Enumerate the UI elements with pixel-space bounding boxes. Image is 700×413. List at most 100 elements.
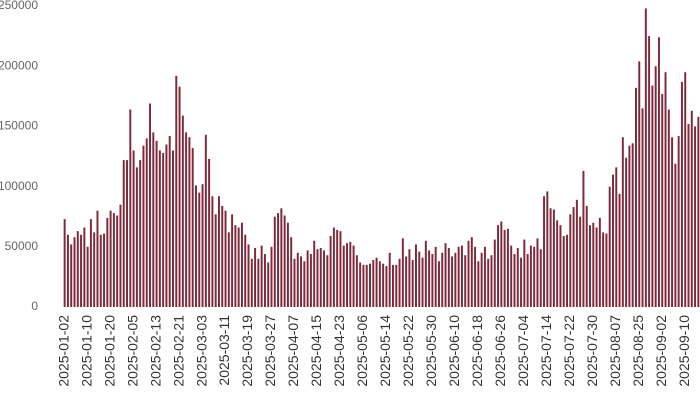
bar [457, 246, 460, 307]
bar [520, 257, 523, 307]
bar [83, 227, 86, 307]
x-tick-label: 2025-09-02 [653, 315, 669, 387]
bar [185, 132, 188, 307]
bar [497, 225, 500, 307]
bar [365, 264, 368, 307]
bar [549, 208, 552, 307]
bar [451, 256, 454, 307]
y-tick-label: 200000 [0, 58, 38, 72]
bar [539, 249, 542, 307]
bar [612, 174, 614, 307]
bar [579, 216, 582, 307]
bar [529, 245, 532, 307]
bar [490, 255, 493, 307]
bar [474, 246, 477, 307]
bar [234, 225, 237, 307]
bar [592, 222, 595, 307]
bar [651, 85, 654, 308]
bar [661, 93, 664, 307]
y-tick-label: 100000 [0, 179, 38, 193]
bar [654, 66, 657, 307]
bar [434, 246, 437, 307]
bar [641, 108, 644, 307]
bar [99, 234, 102, 307]
bar [428, 250, 431, 307]
bar [628, 145, 631, 307]
x-tick-label: 2025-04-07 [285, 315, 301, 387]
bar [602, 232, 605, 307]
bar [362, 264, 365, 307]
bar [589, 225, 591, 307]
x-tick-label: 2025-01-10 [78, 315, 94, 387]
x-tick-label: 2025-08-07 [607, 315, 623, 387]
bar [204, 134, 207, 307]
bar [286, 222, 289, 307]
bar [441, 252, 444, 307]
bar [257, 258, 260, 307]
bar [349, 241, 352, 307]
bar [500, 221, 503, 307]
bar [306, 250, 309, 307]
bar [224, 210, 227, 307]
bar [595, 227, 598, 307]
bar [454, 252, 457, 307]
bar [247, 244, 250, 307]
bar [431, 254, 434, 307]
y-tick-label: 150000 [0, 119, 38, 133]
x-tick-label: 2025-05-06 [354, 315, 370, 387]
bar [411, 260, 414, 307]
bar [352, 245, 355, 307]
bar [165, 144, 168, 307]
bar [326, 255, 329, 307]
x-tick-label: 2025-07-14 [538, 315, 554, 387]
bar [172, 150, 174, 307]
bar [385, 266, 388, 307]
bar [638, 61, 641, 307]
bar [208, 158, 211, 307]
bar [260, 245, 263, 307]
bar [86, 246, 89, 307]
bar [244, 234, 247, 307]
x-tick-label: 2025-07-04 [515, 315, 531, 387]
bar [677, 136, 680, 307]
x-tick-label: 2025-05-22 [400, 315, 416, 387]
x-tick-label: 2025-07-22 [561, 315, 577, 387]
bar [336, 229, 339, 307]
bar [618, 193, 621, 307]
bar [470, 237, 473, 307]
x-tick-label: 2025-03-19 [239, 315, 255, 387]
x-tick-label: 2025-04-15 [308, 315, 324, 387]
bar [487, 258, 490, 307]
x-tick-label: 2025-03-27 [262, 315, 278, 387]
bar [103, 233, 106, 307]
bar [680, 81, 683, 308]
bar [194, 185, 197, 307]
bar [598, 217, 601, 307]
bar [112, 213, 115, 307]
bar [76, 231, 79, 307]
bar [543, 196, 546, 307]
bar [621, 137, 624, 307]
bar [96, 210, 99, 307]
bar [267, 262, 270, 307]
bar [388, 252, 391, 307]
bar [168, 136, 171, 307]
bar [667, 109, 670, 307]
x-tick-label: 2025-05-14 [377, 315, 393, 387]
bar [293, 258, 296, 307]
bar [503, 229, 506, 307]
bar [375, 257, 378, 307]
bar [342, 245, 345, 307]
bar [119, 204, 122, 307]
y-tick-label: 50000 [5, 239, 39, 253]
bar [227, 232, 230, 307]
x-tick-label: 2025-06-10 [446, 315, 462, 387]
x-tick-label: 2025-08-25 [630, 315, 646, 387]
bar [198, 192, 201, 307]
bar [277, 213, 280, 307]
bar [631, 143, 634, 307]
bar [73, 237, 76, 307]
bar [273, 216, 276, 307]
bar [460, 245, 463, 307]
